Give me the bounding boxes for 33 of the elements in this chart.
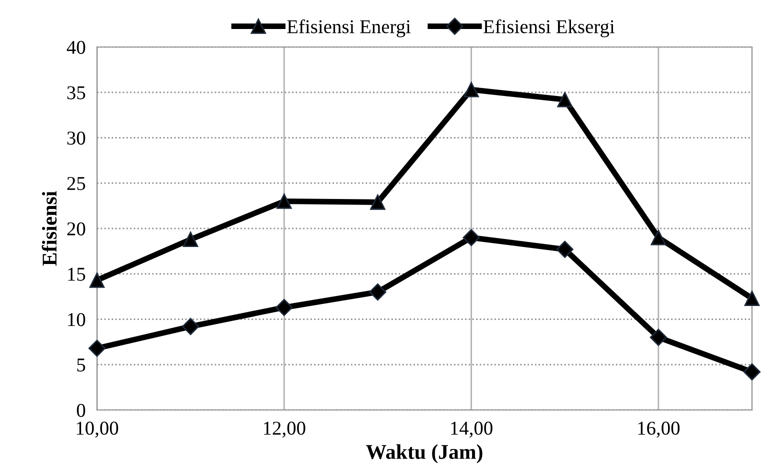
y-tick-label: 10 <box>68 313 86 326</box>
point <box>556 240 574 258</box>
point <box>89 272 105 288</box>
point <box>743 363 761 380</box>
legend-label: Efisiensi Eksergi <box>483 19 615 38</box>
point <box>88 340 106 357</box>
x-tick-label: 14,00 <box>451 422 492 438</box>
point <box>462 229 480 246</box>
point <box>182 232 198 248</box>
y-tick-label: 30 <box>67 132 86 145</box>
y-tick-label: 35 <box>67 86 86 100</box>
y-tick-label: 20 <box>67 222 86 236</box>
point <box>370 194 386 210</box>
point <box>744 290 760 306</box>
point <box>276 194 292 209</box>
x-axis-title: Waktu (Jam) <box>366 444 482 464</box>
y-tick-label: 0 <box>76 404 86 417</box>
x-tick-label: 10,00 <box>76 422 118 438</box>
y-tick-label: 5 <box>77 358 86 372</box>
x-tick-label: 16,00 <box>638 422 680 438</box>
y-tick-label: 40 <box>66 40 86 54</box>
y-tick-label: 15 <box>68 268 86 281</box>
point <box>276 298 293 316</box>
y-tick-label: 25 <box>67 176 86 190</box>
point <box>369 283 386 301</box>
point <box>650 328 667 346</box>
x-tick-label: 12,00 <box>264 422 306 438</box>
point <box>557 92 572 108</box>
point <box>464 82 479 98</box>
point <box>182 318 200 336</box>
point <box>650 230 666 246</box>
y-axis-title: Efisiensi <box>42 191 57 266</box>
legend-label: Efisiensi Energi <box>287 19 411 38</box>
